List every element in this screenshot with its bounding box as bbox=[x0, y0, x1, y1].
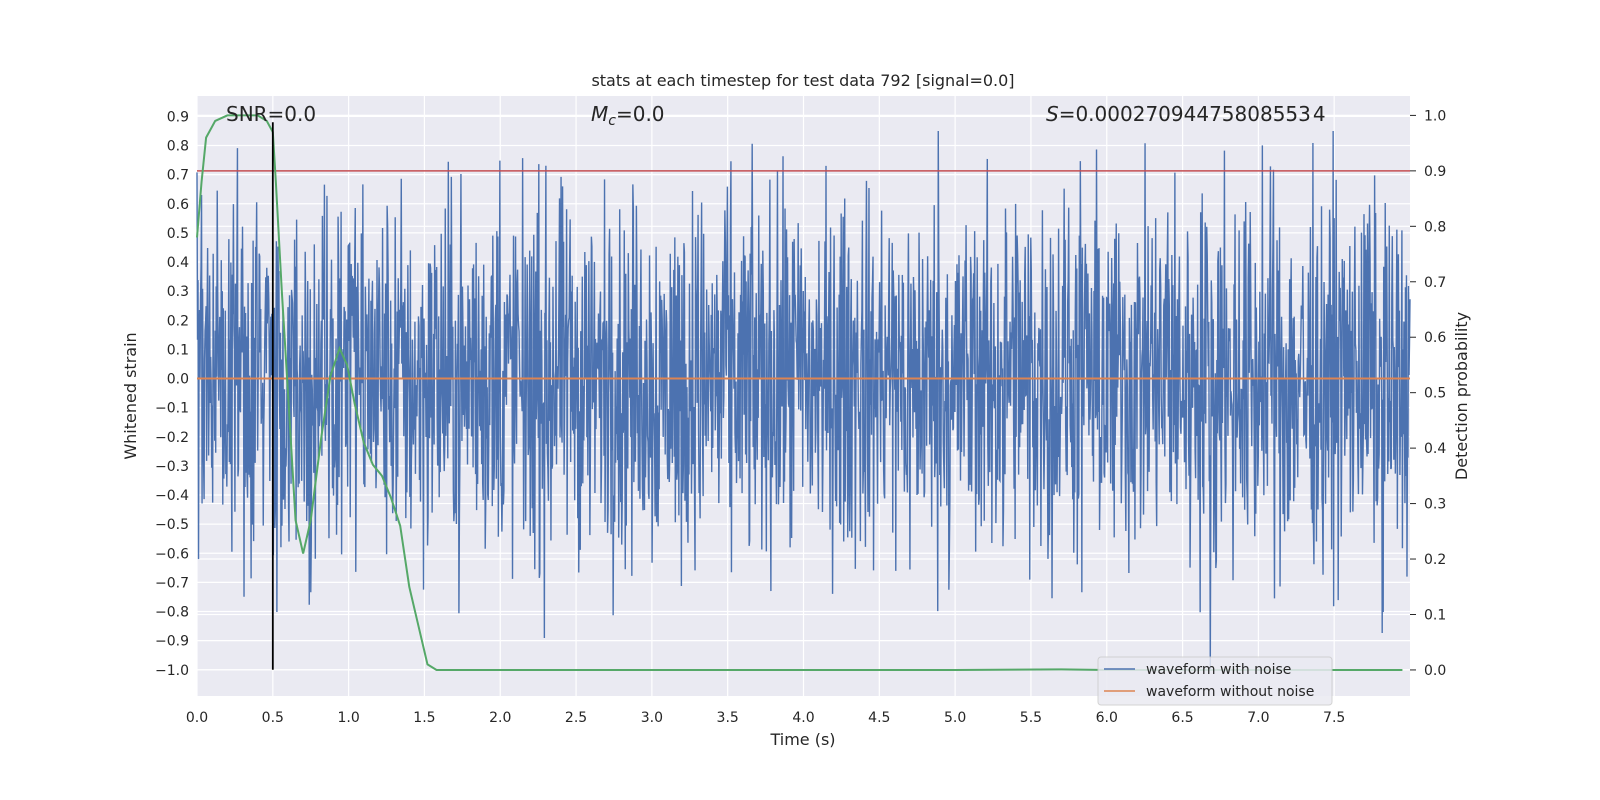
x-tick-label: 2.5 bbox=[565, 710, 587, 726]
y-tick-label: −0.6 bbox=[155, 546, 189, 562]
x-tick-label: 7.5 bbox=[1323, 710, 1345, 726]
x-tick-label: 2.0 bbox=[489, 710, 511, 726]
x-tick-label: 5.0 bbox=[944, 710, 966, 726]
y-tick-label: −1.0 bbox=[155, 663, 189, 679]
y-right-tick-label: 0.9 bbox=[1424, 164, 1446, 180]
x-tick-label: 0.5 bbox=[262, 710, 284, 726]
y-tick-label: 0.3 bbox=[167, 284, 189, 300]
y-right-tick-label: 0.2 bbox=[1424, 552, 1446, 568]
x-axis-ticks: 0.0 0.5 1.0 1.5 2.0 2.5 3.0 3.5 4.0 4.5 5.0 5.5 6.0 6… bbox=[186, 710, 1345, 726]
x-tick-label: 3.5 bbox=[717, 710, 739, 726]
y-tick-label: −0.2 bbox=[155, 430, 189, 446]
y-right-axis-ticks: 1.0 0.9 0.8 0.7 0.6 0.5 0.4 0.3 0.2 0.1 0.0 bbox=[1410, 108, 1446, 679]
y-tick-label: 0.6 bbox=[167, 197, 189, 213]
y-tick-label: 0.5 bbox=[167, 226, 189, 242]
x-tick-label: 4.0 bbox=[792, 710, 814, 726]
s-value: =0.00027094475808553 4 bbox=[1059, 102, 1326, 126]
y-right-tick-label: 0.6 bbox=[1424, 330, 1446, 346]
x-tick-label: 1.5 bbox=[413, 710, 435, 726]
legend: waveform with noise waveform without noi… bbox=[1097, 656, 1333, 706]
mc-subscript: c bbox=[608, 113, 616, 129]
y-right-tick-label: 1.0 bbox=[1424, 108, 1446, 124]
y-tick-label: −0.1 bbox=[155, 401, 189, 417]
x-tick-label: 3.0 bbox=[641, 710, 663, 726]
y-tick-label: 0.1 bbox=[167, 342, 189, 358]
y-axis-ticks: 0.9 0.8 0.7 0.6 0.5 0.4 0.3 0.2 0.1 0.0 −0.1 −0.2 −0… bbox=[155, 109, 189, 678]
y-right-tick-label: 0.4 bbox=[1424, 441, 1446, 457]
y-tick-label: −0.5 bbox=[155, 517, 189, 533]
waveform-with-noise-series bbox=[196, 130, 1411, 670]
x-tick-label: 0.0 bbox=[186, 710, 208, 726]
y-tick-label: −0.4 bbox=[155, 488, 189, 504]
x-tick-label: 6.5 bbox=[1171, 710, 1193, 726]
y-tick-label: 0.0 bbox=[167, 372, 189, 388]
y-tick-label: 0.2 bbox=[167, 313, 189, 329]
y-tick-label: 0.4 bbox=[167, 255, 189, 271]
x-tick-label: 7.0 bbox=[1247, 710, 1269, 726]
detection-probability-line bbox=[196, 114, 1403, 671]
y-right-tick-label: 0.1 bbox=[1424, 607, 1446, 623]
y-tick-label: 0.8 bbox=[167, 139, 189, 155]
y-right-tick-label: 0.8 bbox=[1424, 219, 1446, 235]
legend-box bbox=[1097, 656, 1333, 706]
mc-value: =0.0 bbox=[616, 102, 665, 126]
snr-annotation: SNR=0.0 bbox=[226, 102, 316, 126]
y-right-tick-label: 0.7 bbox=[1424, 275, 1446, 291]
s-symbol: S bbox=[1046, 102, 1059, 126]
x-tick-label: 4.5 bbox=[868, 710, 890, 726]
x-tick-label: 6.0 bbox=[1096, 710, 1118, 726]
chart-title: stats at each timestep for test data 792… bbox=[591, 71, 1014, 90]
y-tick-label: −0.3 bbox=[155, 459, 189, 475]
y-right-axis-label: Detection probability bbox=[1452, 312, 1471, 480]
waveform-with-noise-line bbox=[196, 130, 1411, 670]
x-axis-label: Time (s) bbox=[769, 730, 835, 749]
x-tick-label: 5.5 bbox=[1020, 710, 1042, 726]
y-right-tick-label: 0.3 bbox=[1424, 497, 1446, 513]
x-tick-label: 1.0 bbox=[337, 710, 359, 726]
y-tick-label: −0.8 bbox=[155, 605, 189, 621]
legend-label-noise: waveform with noise bbox=[1146, 662, 1291, 678]
mc-symbol: M bbox=[591, 102, 608, 126]
overlay-lines bbox=[196, 114, 1410, 671]
y-right-tick-label: 0.5 bbox=[1424, 386, 1446, 402]
y-right-tick-label: 0.0 bbox=[1424, 663, 1446, 679]
y-tick-label: 0.9 bbox=[167, 109, 189, 125]
y-tick-label: −0.9 bbox=[155, 634, 189, 650]
legend-label-clean: waveform without noise bbox=[1146, 684, 1314, 700]
y-tick-label: −0.7 bbox=[155, 575, 189, 591]
y-axis-label: Whitened strain bbox=[121, 332, 140, 459]
mc-annotation: Mc=0.0 bbox=[591, 102, 665, 129]
y-tick-label: 0.7 bbox=[167, 168, 189, 184]
s-annotation: S=0.00027094475808553 4 bbox=[1046, 102, 1326, 126]
